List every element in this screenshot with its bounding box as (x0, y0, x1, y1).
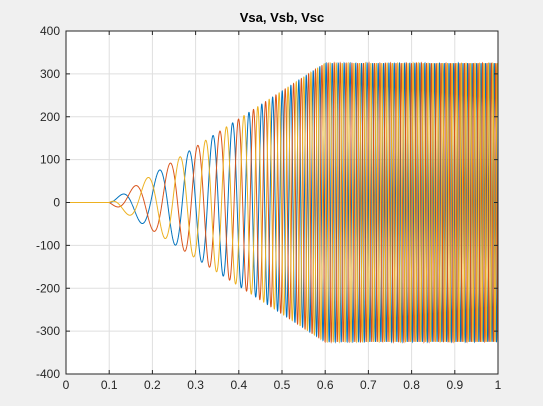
y-tick-labels: 400 300 200 100 0 -100 -200 -300 -400 (36, 24, 60, 381)
y-tick-label: 200 (40, 110, 60, 124)
series-line-3 (66, 61, 498, 344)
y-tick-label: -400 (36, 367, 60, 381)
x-tick-label: 0.4 (230, 378, 247, 392)
x-tick-label: 0.8 (403, 378, 420, 392)
y-tick-label: -300 (36, 324, 60, 338)
chart-title: Vsa, Vsb, Vsc (240, 10, 325, 25)
x-tick-label: 1 (495, 378, 502, 392)
y-tick-label: 400 (40, 24, 60, 38)
y-tick-label: 300 (40, 67, 60, 81)
x-tick-label: 0.7 (360, 378, 377, 392)
series-line-1 (66, 61, 498, 344)
x-tick-label: 0 (63, 378, 70, 392)
y-tick-label: 0 (53, 196, 60, 210)
y-tick-label: 100 (40, 153, 60, 167)
x-tick-label: 0.6 (317, 378, 334, 392)
y-tick-label: -100 (36, 238, 60, 252)
x-tick-label: 0.9 (446, 378, 463, 392)
x-tick-label: 0.5 (274, 378, 291, 392)
x-tick-label: 0.2 (144, 378, 161, 392)
y-tick-label: -200 (36, 281, 60, 295)
series-group (66, 61, 498, 344)
x-tick-label: 0.3 (187, 378, 204, 392)
ticks (65, 30, 499, 375)
x-tick-label: 0.1 (101, 378, 118, 392)
x-tick-labels: 0 0.1 0.2 0.3 0.4 0.5 0.6 0.7 0.8 0.9 1 (63, 378, 502, 392)
